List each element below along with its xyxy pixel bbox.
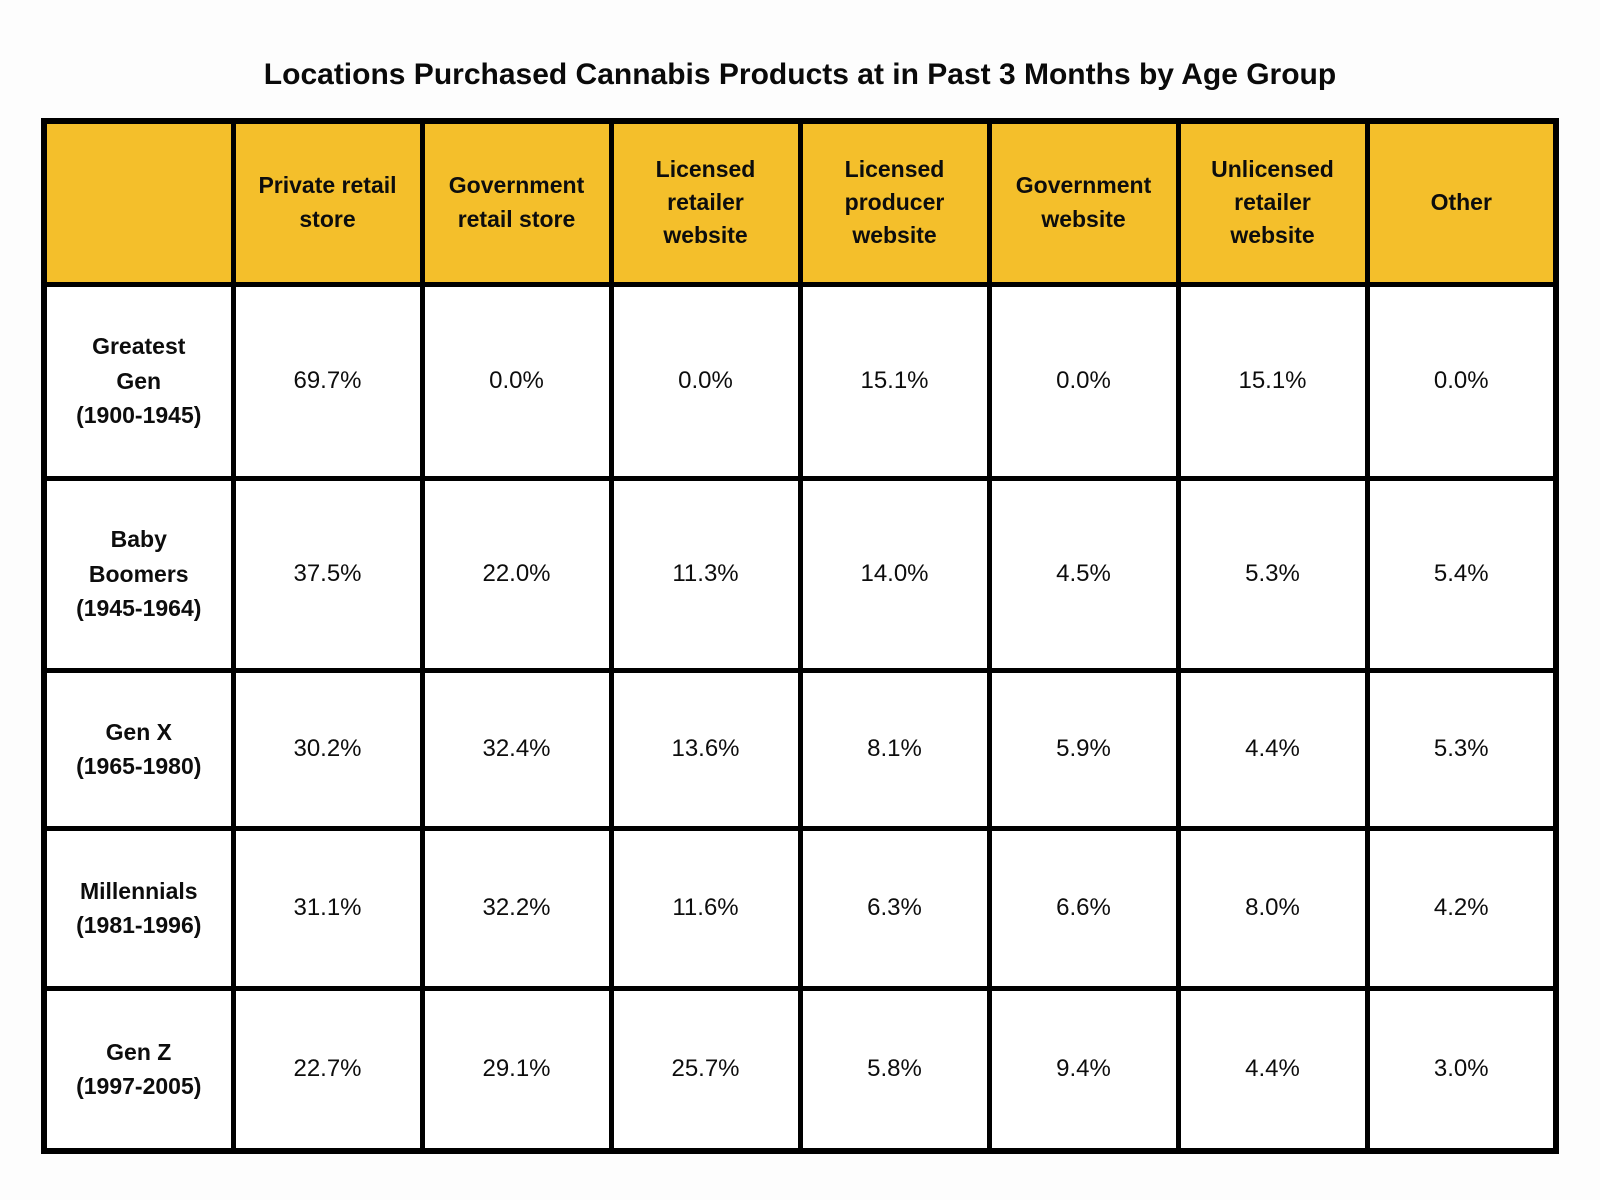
page-title: Locations Purchased Cannabis Products at… (263, 58, 1337, 91)
col-header-other: Other (1364, 118, 1559, 287)
row-label-gen-x: Gen X (1965-1980) (41, 667, 236, 831)
data-cell: 11.3% (608, 475, 803, 673)
row-group-years: (1997-2005) (76, 1073, 202, 1100)
data-cell: 22.0% (419, 475, 614, 673)
data-cell: 32.4% (419, 667, 614, 831)
data-cell: 5.4% (1364, 475, 1559, 673)
data-cell: 4.4% (1175, 985, 1370, 1154)
row-group-name: Baby Boomers (88, 526, 189, 587)
data-cell: 8.0% (1175, 825, 1370, 991)
header-row: Private retail store Government retail s… (41, 118, 1559, 287)
data-cell: 4.5% (986, 475, 1181, 673)
data-cell: 69.7% (230, 281, 425, 481)
table-row-millennials: Millennials (1981-1996) 31.1% 32.2% 11.6… (41, 825, 1559, 991)
row-group-years: (1981-1996) (76, 912, 202, 938)
data-cell: 31.1% (230, 825, 425, 991)
data-cell: 25.7% (608, 985, 803, 1154)
row-label-greatest-gen: Greatest Gen (1900-1945) (41, 281, 236, 481)
row-group-name: Greatest Gen (92, 333, 186, 394)
row-label-gen-z: Gen Z (1997-2005) (41, 985, 236, 1154)
row-label-millennials: Millennials (1981-1996) (41, 825, 236, 991)
data-cell: 15.1% (797, 281, 992, 481)
table-row-gen-x: Gen X (1965-1980) 30.2% 32.4% 13.6% 8.1%… (41, 667, 1559, 831)
data-cell: 3.0% (1364, 985, 1559, 1154)
table-row-gen-z: Gen Z (1997-2005) 22.7% 29.1% 25.7% 5.8%… (41, 985, 1559, 1154)
purchase-locations-table: Private retail store Government retail s… (41, 118, 1559, 1154)
data-cell: 0.0% (608, 281, 803, 481)
col-header-private-retail-store: Private retail store (230, 118, 425, 287)
data-cell: 15.1% (1175, 281, 1370, 481)
row-group-years: (1965-1980) (76, 753, 202, 779)
data-cell: 4.4% (1175, 667, 1370, 831)
data-cell: 0.0% (1364, 281, 1559, 481)
col-header-government-website: Government website (986, 118, 1181, 287)
corner-cell (41, 118, 236, 287)
data-cell: 5.8% (797, 985, 992, 1154)
data-cell: 30.2% (230, 667, 425, 831)
data-cell: 13.6% (608, 667, 803, 831)
row-group-years: (1900-1945) (76, 402, 202, 429)
data-cell: 4.2% (1364, 825, 1559, 991)
col-header-government-retail-store: Government retail store (419, 118, 614, 287)
data-cell: 29.1% (419, 985, 614, 1154)
data-cell: 22.7% (230, 985, 425, 1154)
data-cell: 14.0% (797, 475, 992, 673)
data-cell: 32.2% (419, 825, 614, 991)
data-cell: 6.6% (986, 825, 1181, 991)
table-row-greatest-gen: Greatest Gen (1900-1945) 69.7% 0.0% 0.0%… (41, 281, 1559, 481)
data-cell: 11.6% (608, 825, 803, 991)
data-cell: 6.3% (797, 825, 992, 991)
row-group-name: Gen X (105, 718, 172, 745)
row-group-name: Millennials (79, 877, 198, 904)
data-cell: 5.3% (1364, 667, 1559, 831)
data-cell: 5.3% (1175, 475, 1370, 673)
data-cell: 8.1% (797, 667, 992, 831)
row-group-years: (1945-1964) (76, 595, 202, 622)
data-cell: 0.0% (419, 281, 614, 481)
data-cell: 0.0% (986, 281, 1181, 481)
data-cell: 37.5% (230, 475, 425, 673)
row-label-baby-boomers: Baby Boomers (1945-1964) (41, 475, 236, 673)
data-cell: 5.9% (986, 667, 1181, 831)
col-header-licensed-retailer-website: Licensed retailer website (608, 118, 803, 287)
data-cell: 9.4% (986, 985, 1181, 1154)
col-header-licensed-producer-website: Licensed producer website (797, 118, 992, 287)
table-row-baby-boomers: Baby Boomers (1945-1964) 37.5% 22.0% 11.… (41, 475, 1559, 673)
row-group-name: Gen Z (106, 1038, 172, 1065)
col-header-unlicensed-retailer-website: Unlicensed retailer website (1175, 118, 1370, 287)
